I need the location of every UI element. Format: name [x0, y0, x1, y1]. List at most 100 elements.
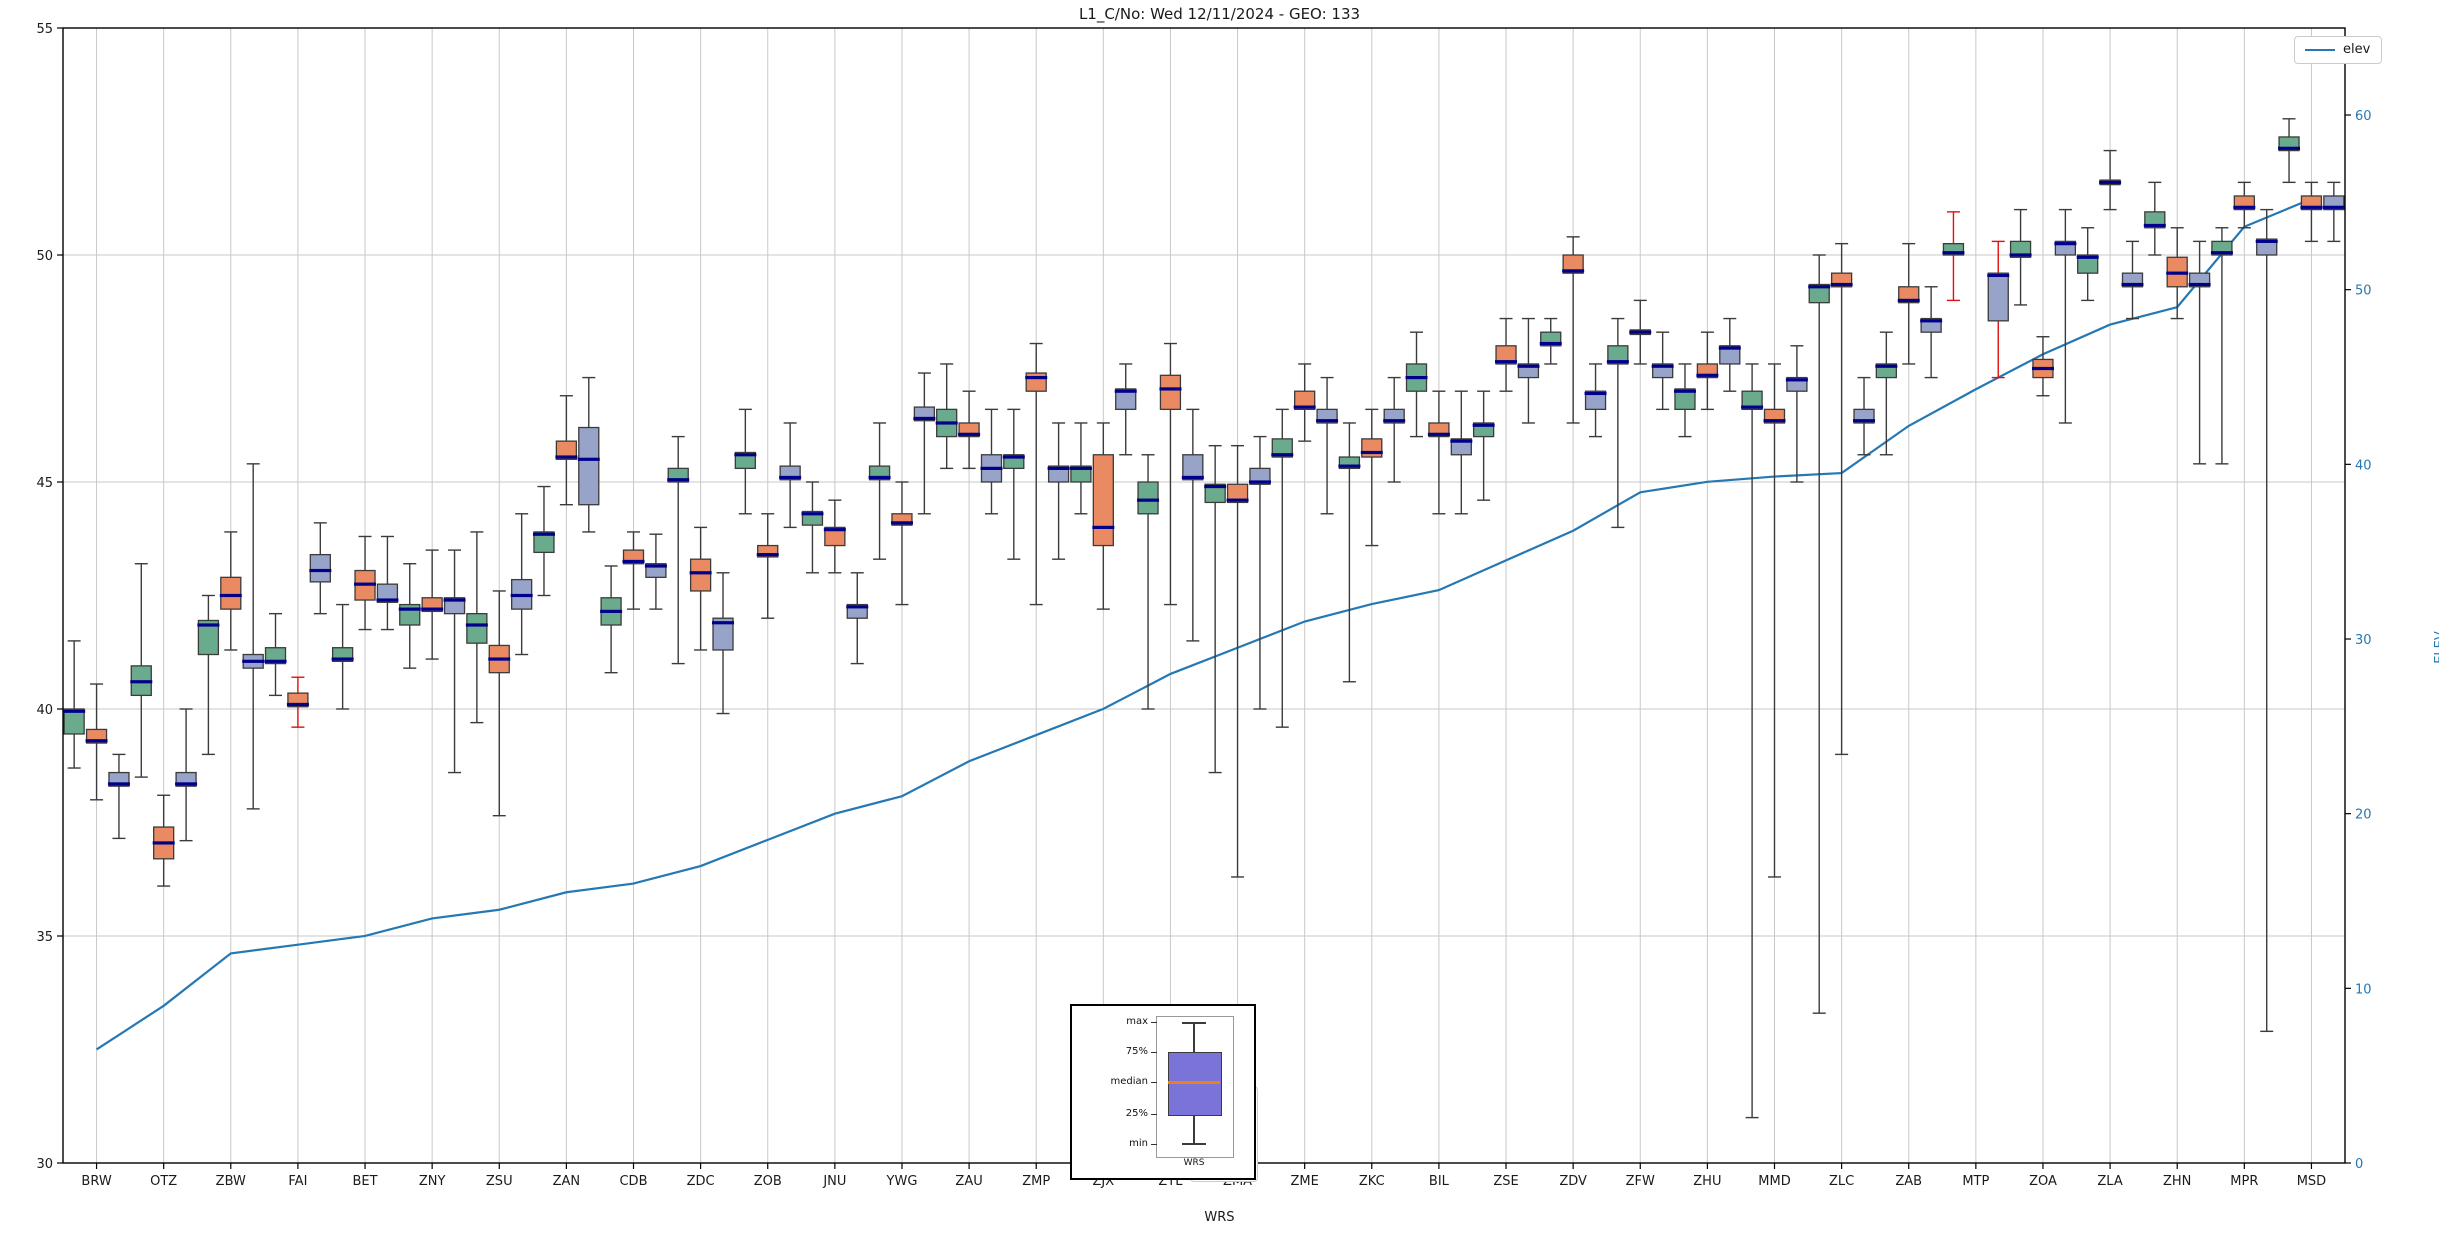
boxplot-ZFW-wre3-median	[1651, 364, 1674, 368]
boxplot-ZDV-wre2-box	[1562, 254, 1584, 274]
boxplot-MMD-wre1-median	[1741, 405, 1764, 409]
boxplot-ZLA-wre1-box	[2077, 254, 2099, 274]
y-tick-label-right: 30	[2355, 633, 2372, 648]
boxplot-ZDC-wre3-median	[712, 621, 735, 625]
inset-median-line	[1168, 1081, 1220, 1084]
x-tick-label-BET: BET	[352, 1174, 377, 1189]
boxplot-ZAB-wre2-median	[1897, 298, 1920, 302]
boxplot-CDB-wre2-median	[622, 559, 645, 564]
x-tick-label-ZDV: ZDV	[1559, 1174, 1587, 1189]
x-tick-label-YWG: YWG	[886, 1174, 918, 1189]
boxplot-ZKC-wre2-median	[1360, 450, 1383, 455]
boxplot-ZSU-wre3-median	[510, 593, 533, 598]
elev-line	[95, 197, 2312, 1051]
boxplot-ZBW-wre3-median	[242, 659, 265, 663]
boxplot-ZJX-wre3-median	[1114, 389, 1137, 393]
boxplot-BET-wre2-median	[354, 582, 377, 586]
y-tick-label-right: 0	[2355, 1157, 2363, 1172]
boxplot-ZJX-wre1-box	[1070, 465, 1092, 483]
inset-tick-dash	[1151, 1022, 1157, 1023]
x-tick-label-ZDC: ZDC	[687, 1174, 715, 1189]
boxplot-MPR-wre2-median	[2233, 205, 2256, 209]
boxplot-ZBW-wre1-median	[197, 623, 220, 627]
boxplot-ZAN-wre1-median	[532, 532, 555, 536]
boxplot-ZLA-wre3-median	[2121, 282, 2144, 287]
boxplot-ZFW-wre1-median	[1606, 360, 1629, 364]
chart-title: L1_C/No: Wed 12/11/2024 - GEO: 133	[1078, 5, 1361, 23]
boxplot-ZKC-wre2-box	[1361, 438, 1383, 458]
x-tick-label-ZAU: ZAU	[955, 1174, 982, 1189]
boxplot-MTP-wre1-median	[1942, 251, 1965, 255]
elev-legend: elev	[2294, 36, 2382, 64]
x-tick-label-BIL: BIL	[1429, 1174, 1450, 1189]
boxplot-ZHU-wre1-box	[1674, 388, 1696, 411]
boxplot-BET-wre3-median	[376, 598, 399, 602]
boxplot-ZJX-wre2-median	[1092, 525, 1115, 529]
boxplot-ZMP-wre3-box	[1047, 465, 1070, 483]
x-tick-label-JNU: JNU	[822, 1174, 846, 1189]
boxplot-ZHU-wre2-median	[1696, 373, 1719, 377]
boxplot-BIL-wre2-median	[1427, 432, 1450, 436]
boxplot-ZSE-wre3-median	[1517, 364, 1540, 368]
boxplot-ZAN-wre3-box	[578, 426, 600, 506]
boxplot-BET-wre1-median	[331, 657, 354, 661]
boxplot-ZMP-wre2-box	[1025, 372, 1047, 392]
boxplot-ZKC-wre3-median	[1383, 419, 1406, 423]
boxplot-ZSU-wre1-median	[465, 623, 488, 627]
x-tick-label-ZSE: ZSE	[1493, 1174, 1518, 1189]
x-tick-label-ZMP: ZMP	[1022, 1174, 1050, 1189]
boxplot-ZDV-wre3-median	[1584, 391, 1607, 396]
boxplot-ZAB-wre3-median	[1920, 319, 1943, 323]
boxplot-ZTL-wre1-median	[1137, 498, 1160, 502]
boxplot-ZDC-wre3-box	[712, 617, 734, 651]
inset-max-cap	[1182, 1022, 1206, 1024]
inset-tick-dash	[1151, 1114, 1157, 1115]
boxplot-ZAU-wre1-median	[935, 421, 958, 425]
boxplot-OTZ-wre1-median	[130, 680, 153, 684]
boxplot-CDB-wre3-median	[644, 564, 667, 568]
boxplot-YWG-wre2-median	[890, 521, 913, 525]
boxplot-ZMA-wre2-box	[1226, 483, 1249, 504]
x-axis-label: WRS	[1204, 1210, 1235, 1225]
inset-min-cap	[1182, 1143, 1206, 1145]
boxplot-ZME-wre2-box	[1294, 390, 1316, 411]
boxplot-ZDC-wre1-median	[667, 478, 690, 482]
x-tick-label-FAI: FAI	[288, 1174, 307, 1189]
boxplot-ZOB-wre3-median	[779, 475, 802, 480]
boxplot-ZFW-wre2-median	[1629, 330, 1652, 334]
boxplot-ZHN-wre1-median	[2143, 223, 2166, 228]
boxplot-ZOB-wre2-median	[756, 553, 779, 557]
boxplot-ZMP-wre1-median	[1002, 455, 1025, 459]
boxplot-ZFW-wre1-box	[1607, 345, 1629, 365]
boxplot-MSD-wre3-median	[2322, 205, 2345, 209]
boxplot-ZOA-wre1-box	[2009, 240, 2032, 258]
y-tick-label-left: 45	[36, 476, 53, 491]
axes-frame	[62, 27, 2346, 1164]
boxplot-MTP-wre1-box	[1942, 242, 1965, 256]
boxplot-ZDC-wre2-box	[689, 558, 712, 592]
boxplot-ZMP-wre2-median	[1025, 375, 1048, 380]
y-tick-label-right: 50	[2355, 284, 2372, 299]
inset-xlabel: WRS	[1183, 1158, 1205, 1168]
inset-label-median: median	[1110, 1076, 1149, 1087]
boxplot-FAI-wre2-median	[286, 702, 309, 707]
boxplot-ZTL-wre3-median	[1181, 475, 1204, 480]
boxplot-MTP-wre3-median	[1987, 273, 2010, 278]
x-tick-label-CDB: CDB	[619, 1174, 647, 1189]
boxplot-ZMA-wre3-box	[1249, 467, 1271, 485]
x-tick-label-ZOA: ZOA	[2029, 1174, 2057, 1189]
boxplot-ZHN-wre1-box	[2144, 211, 2166, 229]
x-tick-label-ZHN: ZHN	[2163, 1174, 2191, 1189]
x-tick-label-OTZ: OTZ	[150, 1174, 177, 1189]
boxplot-anatomy-inset: WRS max 75% median 25% min	[1070, 1004, 1256, 1180]
boxplot-FAI-wre1-median	[264, 659, 287, 663]
boxplot-ZJX-wre1-median	[1069, 466, 1092, 470]
boxplot-ZLC-wre2-median	[1830, 282, 1853, 287]
boxplot-ZME-wre1-median	[1271, 453, 1294, 457]
boxplot-ZDV-wre1-median	[1539, 341, 1562, 346]
boxplot-MMD-wre3-median	[1785, 378, 1808, 382]
boxplot-ZNY-wre3-median	[443, 598, 466, 602]
boxplot-ZJX-wre3-box	[1115, 388, 1137, 411]
